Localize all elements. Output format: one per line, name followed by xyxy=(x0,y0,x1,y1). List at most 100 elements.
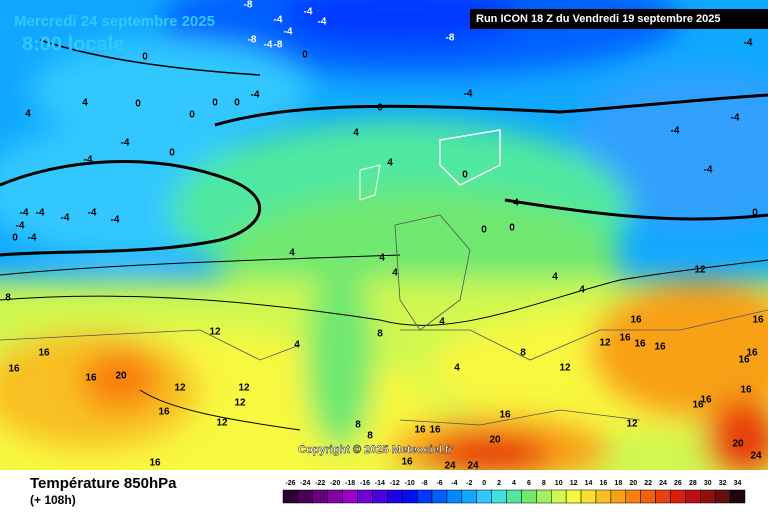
legend-label: 4 xyxy=(512,480,516,487)
legend-label: 8 xyxy=(542,480,546,487)
contour-label: -4 xyxy=(61,213,70,224)
contour-label: 12 xyxy=(626,419,638,430)
contour-label: 0 xyxy=(169,148,175,159)
legend-label: 14 xyxy=(585,480,593,487)
contour-label: 20 xyxy=(489,435,501,446)
contour-label: 4 xyxy=(289,248,295,259)
contour-label: -4 xyxy=(16,221,25,232)
legend-swatch xyxy=(729,489,746,504)
contour-label: 16 xyxy=(630,315,642,326)
contour-label: 16 xyxy=(692,400,704,411)
contour-label: 4 xyxy=(379,253,385,264)
contour-label: -4 xyxy=(88,208,97,219)
contour-label: 12 xyxy=(216,418,228,429)
contour-label: 16 xyxy=(401,457,413,468)
contour-label: 12 xyxy=(559,363,571,374)
legend-label: -4 xyxy=(451,480,457,487)
legend-label: 12 xyxy=(570,480,578,487)
contour-label: 20 xyxy=(115,371,127,382)
contour-label: 20 xyxy=(732,439,744,450)
legend-label: -2 xyxy=(466,480,472,487)
legend-swatch xyxy=(625,489,641,504)
contour-label: 16 xyxy=(8,364,20,375)
legend-label: 0 xyxy=(482,480,486,487)
footer-title: Température 850hPa xyxy=(30,475,177,492)
contour-label: 4 xyxy=(454,363,460,374)
contour-label: 16 xyxy=(634,339,646,350)
legend-label: 32 xyxy=(719,480,727,487)
contour-label: 16 xyxy=(429,425,441,436)
contour-label: -4 xyxy=(671,126,680,137)
contour-label: 0 xyxy=(752,208,758,219)
contour-label: 4 xyxy=(353,128,359,139)
run-info: Run ICON 18 Z du Vendredi 19 septembre 2… xyxy=(476,13,721,25)
contour-label: 4 xyxy=(25,109,31,120)
contour-label: 0 xyxy=(377,103,383,114)
legend-swatch xyxy=(685,489,701,504)
contour-label: 16 xyxy=(738,355,750,366)
contour-label: -4 xyxy=(731,113,740,124)
forecast-date: Mercredi 24 septembre 2025 xyxy=(14,13,215,30)
contour-label: 0 xyxy=(142,52,148,63)
contour-label: 4 xyxy=(579,285,585,296)
contour-label: 16 xyxy=(740,385,752,396)
legend-swatch xyxy=(536,489,552,504)
contour-label: 4 xyxy=(392,268,398,279)
contour-label: 16 xyxy=(499,410,511,421)
contour-label: 0 xyxy=(12,233,18,244)
legend-label: -22 xyxy=(315,480,325,487)
legend-label: -14 xyxy=(375,480,385,487)
contour-label: 16 xyxy=(700,395,712,406)
contour-label: 4 xyxy=(552,272,558,283)
contour-label: -8 xyxy=(446,33,455,44)
contour-label: 8 xyxy=(377,329,383,340)
contour-label: 12 xyxy=(174,383,186,394)
legend-label: 6 xyxy=(527,480,531,487)
contour-label: -4 xyxy=(274,15,283,26)
legend-swatch xyxy=(446,489,463,504)
legend-label: 28 xyxy=(689,480,697,487)
contour-label: 16 xyxy=(85,373,97,384)
contour-label: 12 xyxy=(599,338,611,349)
forecast-time: 8:00 locale xyxy=(22,33,124,55)
legend-swatch xyxy=(714,489,731,504)
contour-label: 8 xyxy=(355,420,361,431)
contour-label: 12 xyxy=(238,383,250,394)
contour-label: -4 xyxy=(84,155,93,166)
legend-swatch xyxy=(565,489,582,504)
legend-label: -24 xyxy=(300,480,310,487)
legend-swatch xyxy=(655,489,671,504)
footer-lead: (+ 108h) xyxy=(30,493,76,507)
legend-label: -26 xyxy=(285,480,295,487)
contour-label: 12 xyxy=(209,327,221,338)
contour-label: -8 xyxy=(248,35,257,46)
contour-label: -4 xyxy=(111,215,120,226)
legend-label: 34 xyxy=(734,480,742,487)
contour-label: 8 xyxy=(520,348,526,359)
legend-swatch xyxy=(416,489,433,504)
contour-label: 0 xyxy=(481,225,487,236)
contour-label: 12 xyxy=(694,265,706,276)
legend-swatch xyxy=(491,489,507,504)
run-box xyxy=(470,9,768,29)
contour-label: 4 xyxy=(513,198,519,209)
contour-label: 24 xyxy=(750,451,762,462)
contour-label: 4 xyxy=(294,340,300,351)
contour-label: 0 xyxy=(509,223,515,234)
legend-swatch xyxy=(551,489,567,504)
legend-label: -6 xyxy=(436,480,442,487)
contour-label: -4 xyxy=(36,208,45,219)
contour-label: -4 xyxy=(28,233,37,244)
legend-label: 22 xyxy=(644,480,652,487)
legend-label: 26 xyxy=(674,480,682,487)
legend-swatch xyxy=(461,489,477,504)
legend-label: 18 xyxy=(614,480,622,487)
contour-label: 12 xyxy=(234,398,246,409)
legend-label: 10 xyxy=(555,480,563,487)
legend-swatch xyxy=(282,489,299,504)
contour-label: 0 xyxy=(212,98,218,109)
contour-label: 4 xyxy=(439,317,445,328)
